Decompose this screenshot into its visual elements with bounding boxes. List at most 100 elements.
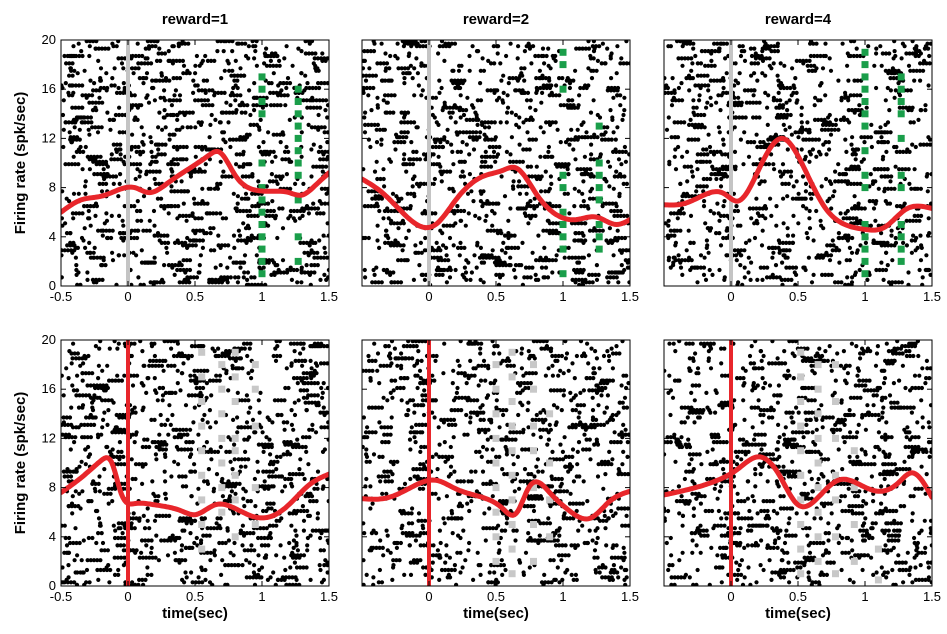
spike [101, 85, 107, 91]
spike [307, 513, 312, 519]
spike [163, 142, 168, 147]
spike [887, 51, 892, 56]
spike [606, 137, 611, 142]
spike [588, 167, 593, 172]
spike [685, 179, 690, 184]
spike [285, 76, 291, 81]
spike [177, 427, 182, 432]
spike [399, 196, 404, 201]
spike [201, 78, 206, 83]
spike [740, 282, 745, 286]
spike [509, 233, 514, 238]
spike [783, 181, 788, 186]
spike [451, 243, 456, 248]
spike [399, 66, 404, 71]
spike [240, 543, 245, 548]
spike [268, 58, 273, 64]
spike [844, 216, 849, 221]
spike [796, 221, 801, 226]
spike [261, 508, 266, 514]
spike [285, 440, 290, 445]
spike [607, 184, 612, 189]
spike [205, 479, 210, 484]
spike [575, 267, 580, 273]
spike [917, 267, 922, 273]
spike [888, 130, 893, 135]
spike [579, 221, 584, 226]
spike [204, 78, 210, 83]
spike [666, 90, 671, 95]
spike [511, 159, 516, 164]
spike [205, 58, 210, 64]
spike [94, 88, 99, 93]
spike [74, 582, 80, 586]
spike [68, 540, 73, 546]
spike [573, 277, 578, 282]
spike [788, 112, 793, 118]
spike [318, 211, 323, 216]
spike [793, 130, 798, 135]
spike [309, 40, 315, 44]
spike [304, 435, 309, 440]
spike [611, 253, 616, 258]
spike [96, 531, 101, 536]
spike [271, 90, 276, 95]
spike [386, 240, 391, 245]
spike [211, 211, 216, 216]
spike [614, 275, 619, 280]
spike [529, 61, 534, 66]
spike [803, 189, 809, 194]
spike [141, 513, 146, 519]
spike [201, 533, 206, 538]
spike [399, 110, 404, 115]
spike [841, 216, 846, 221]
spike [912, 167, 917, 172]
spike [918, 233, 923, 238]
spike [210, 277, 215, 282]
spike [96, 58, 101, 64]
spike [696, 137, 701, 142]
spike [492, 120, 497, 125]
spike [849, 142, 854, 147]
spike [303, 73, 308, 78]
spike [314, 499, 319, 504]
spike [447, 275, 453, 280]
spike [179, 189, 184, 194]
event-marker [897, 184, 905, 192]
spike [694, 159, 700, 164]
spike [848, 181, 854, 186]
spike [477, 135, 482, 140]
spike [880, 51, 885, 56]
spike [743, 240, 749, 245]
spike [433, 95, 439, 100]
spike [827, 147, 832, 152]
spike [147, 169, 153, 174]
spike [746, 88, 751, 93]
spike [203, 144, 208, 150]
spike [93, 508, 99, 514]
spike [795, 98, 800, 103]
spike [95, 130, 101, 135]
spike [554, 253, 559, 258]
spike [794, 179, 799, 184]
spike [252, 81, 257, 86]
spike [199, 144, 205, 150]
spike [250, 191, 255, 196]
spike [61, 189, 65, 194]
spike [664, 90, 668, 95]
spike [154, 513, 159, 519]
spike [541, 275, 546, 280]
spike [752, 71, 757, 76]
spike [120, 531, 125, 536]
spike [91, 88, 96, 93]
spike [122, 56, 127, 61]
spike [312, 486, 317, 491]
spike [136, 275, 141, 280]
spike [129, 204, 134, 209]
spike [64, 196, 69, 201]
spike [226, 174, 231, 179]
spike [701, 176, 706, 182]
spike [868, 172, 873, 177]
spike [694, 189, 699, 194]
spike [678, 40, 683, 44]
